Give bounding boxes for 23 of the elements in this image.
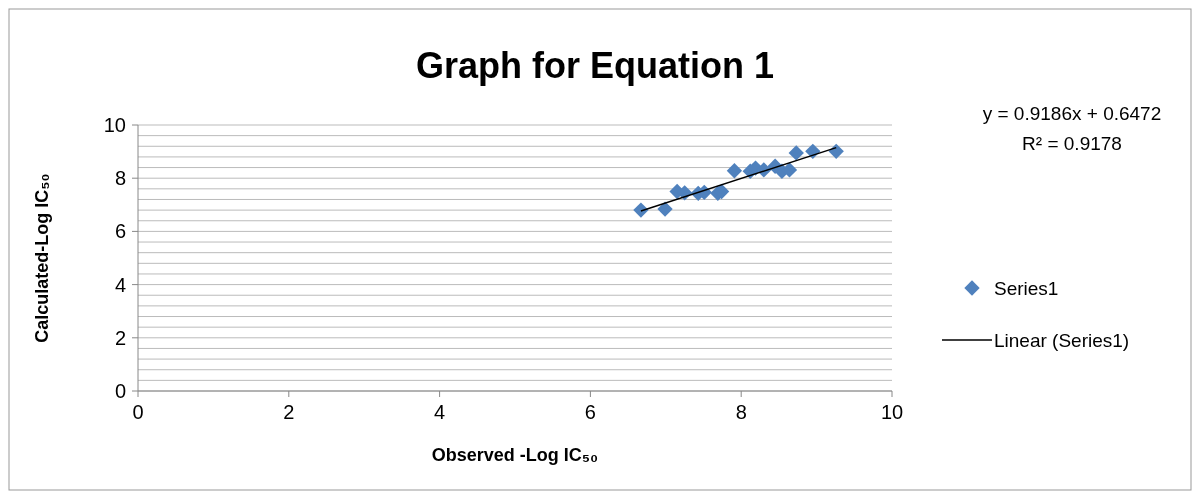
y-tick-label: 10 xyxy=(103,114,126,136)
x-tick-label: 10 xyxy=(880,401,904,423)
y-tick-label: 2 xyxy=(114,326,126,349)
y-tick-label: 6 xyxy=(114,220,126,243)
y-tick-label: 8 xyxy=(114,167,126,190)
legend-label: Linear (Series1) xyxy=(994,329,1130,351)
y-tick-label: 0 xyxy=(114,380,126,402)
chart-title: Graph for Equation 1 xyxy=(415,45,775,86)
y-tick-label: 4 xyxy=(114,273,126,296)
point xyxy=(788,145,804,161)
x-axis-title: Observed -Log IC₅₀ xyxy=(431,445,599,465)
y-axis-title: Calculated-Log IC₅₀ xyxy=(32,173,52,343)
x-tick-label: 0 xyxy=(132,401,144,423)
point xyxy=(805,143,821,159)
x-tick-label: 8 xyxy=(735,401,747,423)
text: y = 0.9186x + 0.6472 xyxy=(982,103,1162,124)
legend-label: Series1 xyxy=(994,277,1059,299)
x-tick-label: 4 xyxy=(434,401,446,423)
point xyxy=(657,201,673,217)
x-tick-label: 6 xyxy=(584,401,596,423)
x-tick-label: 2 xyxy=(283,401,295,423)
point xyxy=(726,163,743,179)
text: R² = 0.9178 xyxy=(1022,133,1122,154)
